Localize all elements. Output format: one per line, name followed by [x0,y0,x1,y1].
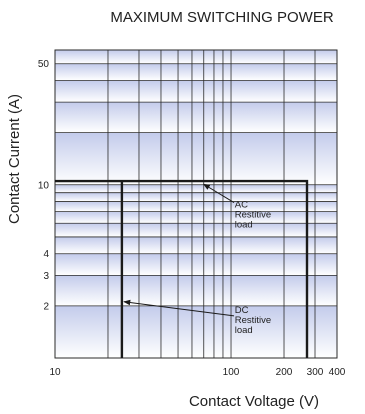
series-lines [55,179,309,358]
y-tick-label: 50 [38,59,50,70]
y-tick-label: 4 [43,249,49,260]
x-tick-label: 200 [276,367,293,378]
x-tick-label: 400 [329,367,346,378]
x-axis-label: Contact Voltage (V) [189,393,319,410]
annotation-text: Restitive [235,315,271,326]
annotation-text: load [235,219,253,230]
background-band [55,211,337,224]
background-band [55,102,337,133]
annotation-text: DC [235,305,249,316]
y-axis-label: Contact Current (A) [6,94,23,224]
y-tick-label: 2 [43,301,49,312]
background-band [55,253,337,276]
background-band [55,132,337,185]
background-band [55,63,337,81]
background-band [55,50,337,64]
background-band [55,184,337,193]
background-band [55,275,337,306]
background-band [55,236,337,254]
annotation-arrow [123,299,235,317]
annotation-arrow [202,183,235,203]
x-tick-label: 10 [49,367,61,378]
x-tick-label: 100 [223,367,240,378]
x-tick-label: 300 [307,367,324,378]
background-band [55,192,337,202]
y-tick-label: 10 [38,180,50,191]
background-band [55,201,337,212]
background-bands [55,50,337,358]
y-tick-label: 3 [43,271,49,282]
background-band [55,223,337,237]
chart-title: MAXIMUM SWITCHING POWER [110,9,333,26]
plot-frame [54,49,338,359]
tick-labels: 10 100 200 300 400 2 3 4 10 50 [38,59,346,378]
annotation-text: AC [235,199,248,210]
annotation-text: load [235,325,253,336]
background-band [55,80,337,103]
series-line [55,179,309,358]
background-band [55,305,337,358]
grid-lines [54,49,338,359]
annotation-text: Restitive [235,209,271,220]
